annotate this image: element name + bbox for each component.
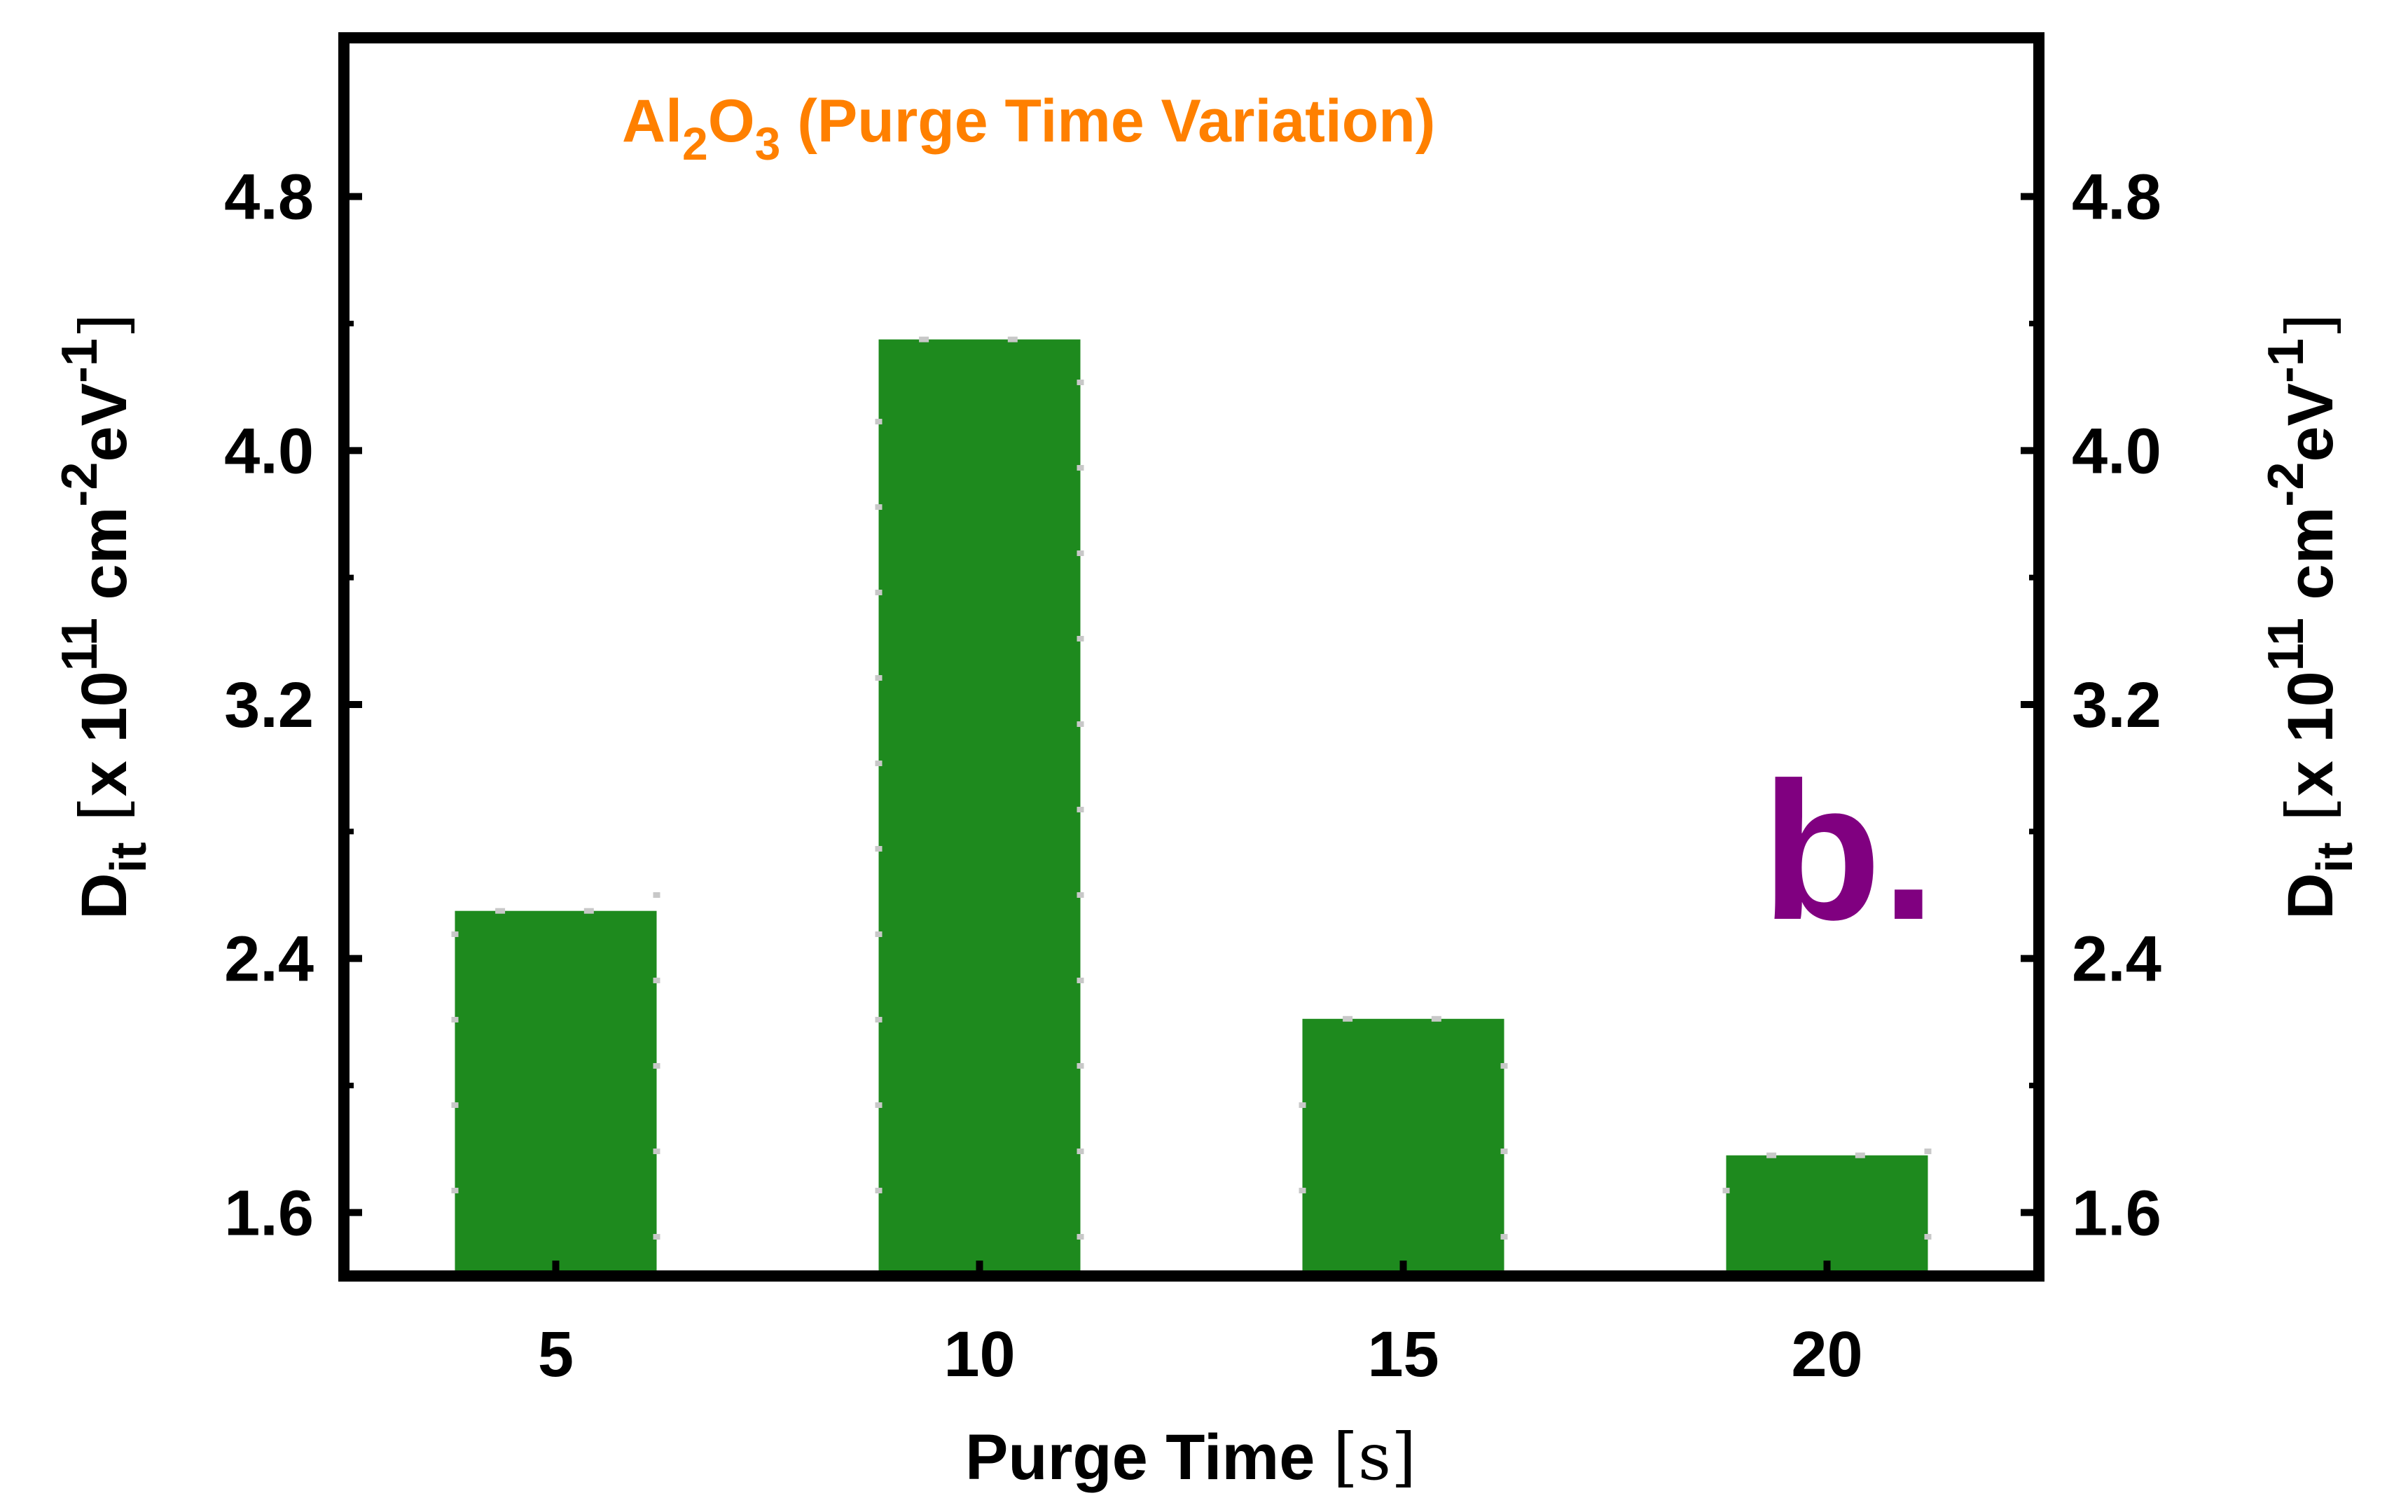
bar-15 bbox=[1302, 1018, 1504, 1276]
y-tick-label-right-4.8: 4.8 bbox=[2072, 162, 2161, 233]
y-tick-label-right-1.6: 1.6 bbox=[2072, 1177, 2161, 1249]
y-tick-label-right-3.2: 3.2 bbox=[2072, 670, 2161, 741]
plot-frame bbox=[338, 32, 2044, 1282]
y-tick-label-left-4.8: 4.8 bbox=[224, 162, 314, 233]
bar-5 bbox=[455, 910, 657, 1276]
bar-20 bbox=[1726, 1155, 1928, 1276]
y-axis-label-right: Dit [x 1011 cm-2eV-1] bbox=[2258, 313, 2363, 920]
bar-10 bbox=[878, 339, 1081, 1277]
y-tick-label-left-3.2: 3.2 bbox=[224, 670, 314, 741]
y-tick-labels-left: 1.6 2.4 3.2 4.0 4.8 bbox=[224, 162, 314, 1249]
x-tick-label-10: 10 bbox=[943, 1319, 1015, 1390]
chart-title: Al2O3 (Purge Time Variation) bbox=[622, 88, 1435, 169]
x-axis-label: Purge Time [s] bbox=[965, 1420, 1416, 1494]
y-tick-labels-right: 1.6 2.4 3.2 4.0 4.8 bbox=[2072, 162, 2161, 1249]
y-tick-label-left-2.4: 2.4 bbox=[224, 924, 314, 995]
y-tick-label-right-2.4: 2.4 bbox=[2072, 924, 2161, 995]
x-tick-label-5: 5 bbox=[538, 1319, 574, 1390]
x-tick-label-15: 15 bbox=[1367, 1319, 1439, 1390]
x-tick-labels: 5 10 15 20 bbox=[538, 1319, 1863, 1390]
y-tick-label-left-4.0: 4.0 bbox=[224, 415, 314, 487]
bars-group bbox=[451, 336, 1932, 1279]
panel-label: b. bbox=[1762, 742, 1936, 961]
y-tick-label-left-1.6: 1.6 bbox=[224, 1177, 314, 1249]
bar-dots-5 bbox=[451, 892, 660, 1279]
x-tick-label-20: 20 bbox=[1791, 1319, 1862, 1390]
bar-dots-10 bbox=[875, 336, 1084, 1279]
y-axis-label-left: Dit [x 1011 cm-2eV-1] bbox=[52, 313, 157, 920]
y-tick-label-right-4.0: 4.0 bbox=[2072, 415, 2161, 487]
